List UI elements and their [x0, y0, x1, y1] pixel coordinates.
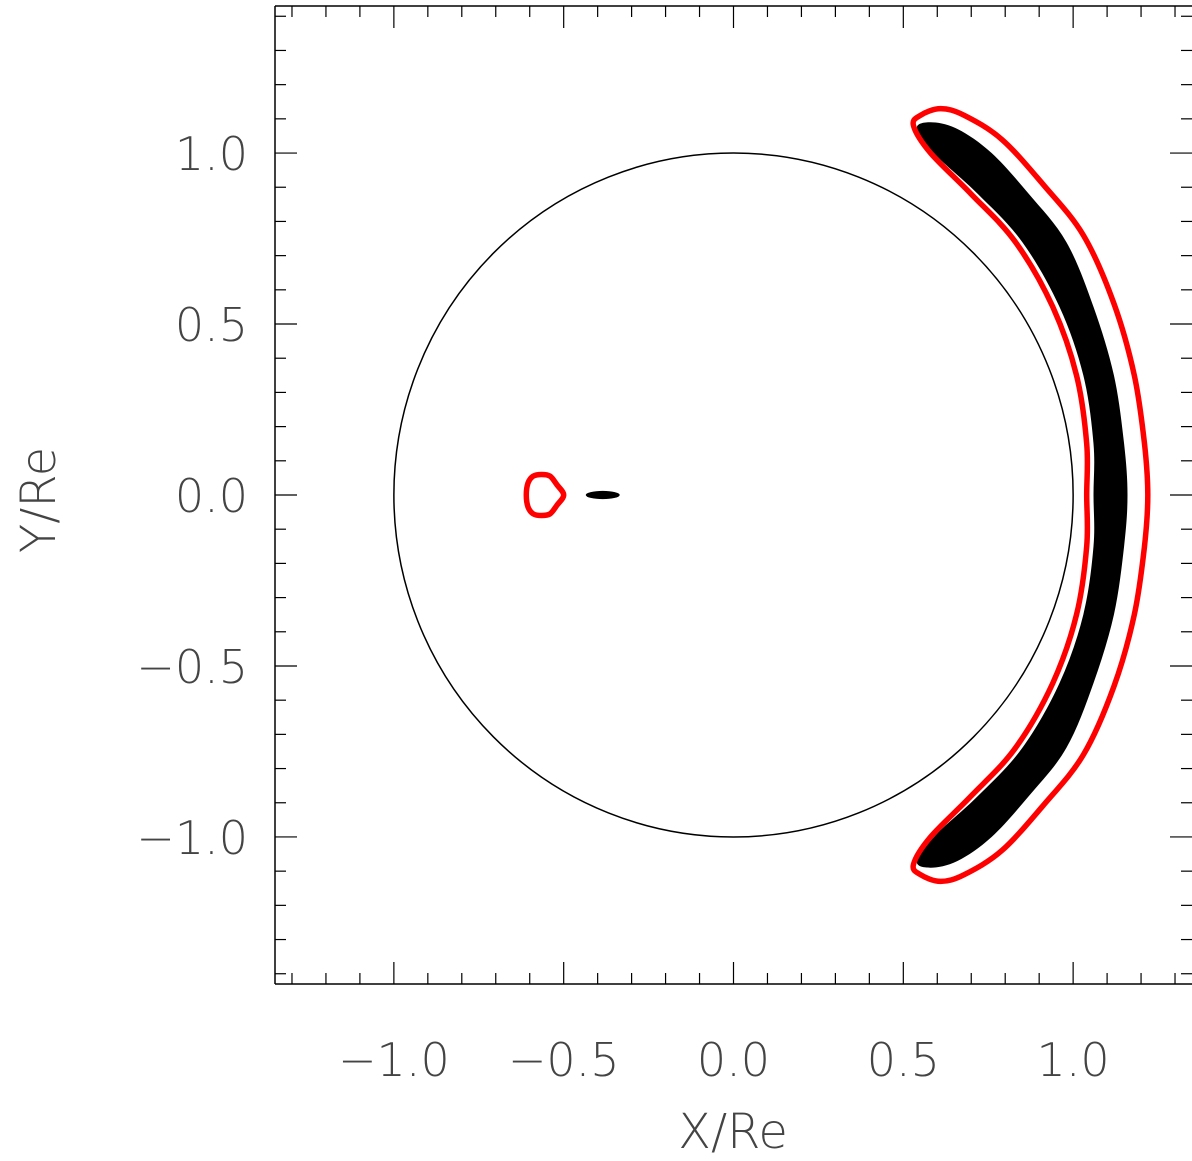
filled-ellipse-4: [585, 490, 620, 500]
filled-region-1: [916, 122, 1128, 868]
x-tick-label: 1.0: [1037, 1033, 1110, 1087]
y-tick-label: 0.5: [175, 298, 248, 352]
x-axis-label: X/Re: [678, 1104, 788, 1160]
plot-marks: [393, 105, 1151, 885]
axes: −1.0 −0.5 0.0 0.5 1.0 −1.0 −0.5 0.0 0.5 1.0: [136, 5, 1192, 1087]
y-tick-label: −0.5: [136, 640, 248, 694]
x-tick-label: −0.5: [508, 1033, 620, 1087]
red-contour-3: [523, 471, 567, 519]
y-tick-label: 1.0: [175, 127, 248, 181]
red-contour-2: [910, 105, 1151, 885]
y-tick-label: 0.0: [175, 469, 248, 523]
unit-circle: [393, 152, 1074, 838]
x-tick-label: 0.0: [697, 1033, 770, 1087]
y-tick-label: −1.0: [136, 811, 248, 865]
x-tick-label: −1.0: [338, 1033, 450, 1087]
y-axis-label: Y/Re: [11, 447, 67, 553]
x-tick-label: 0.5: [867, 1033, 940, 1087]
